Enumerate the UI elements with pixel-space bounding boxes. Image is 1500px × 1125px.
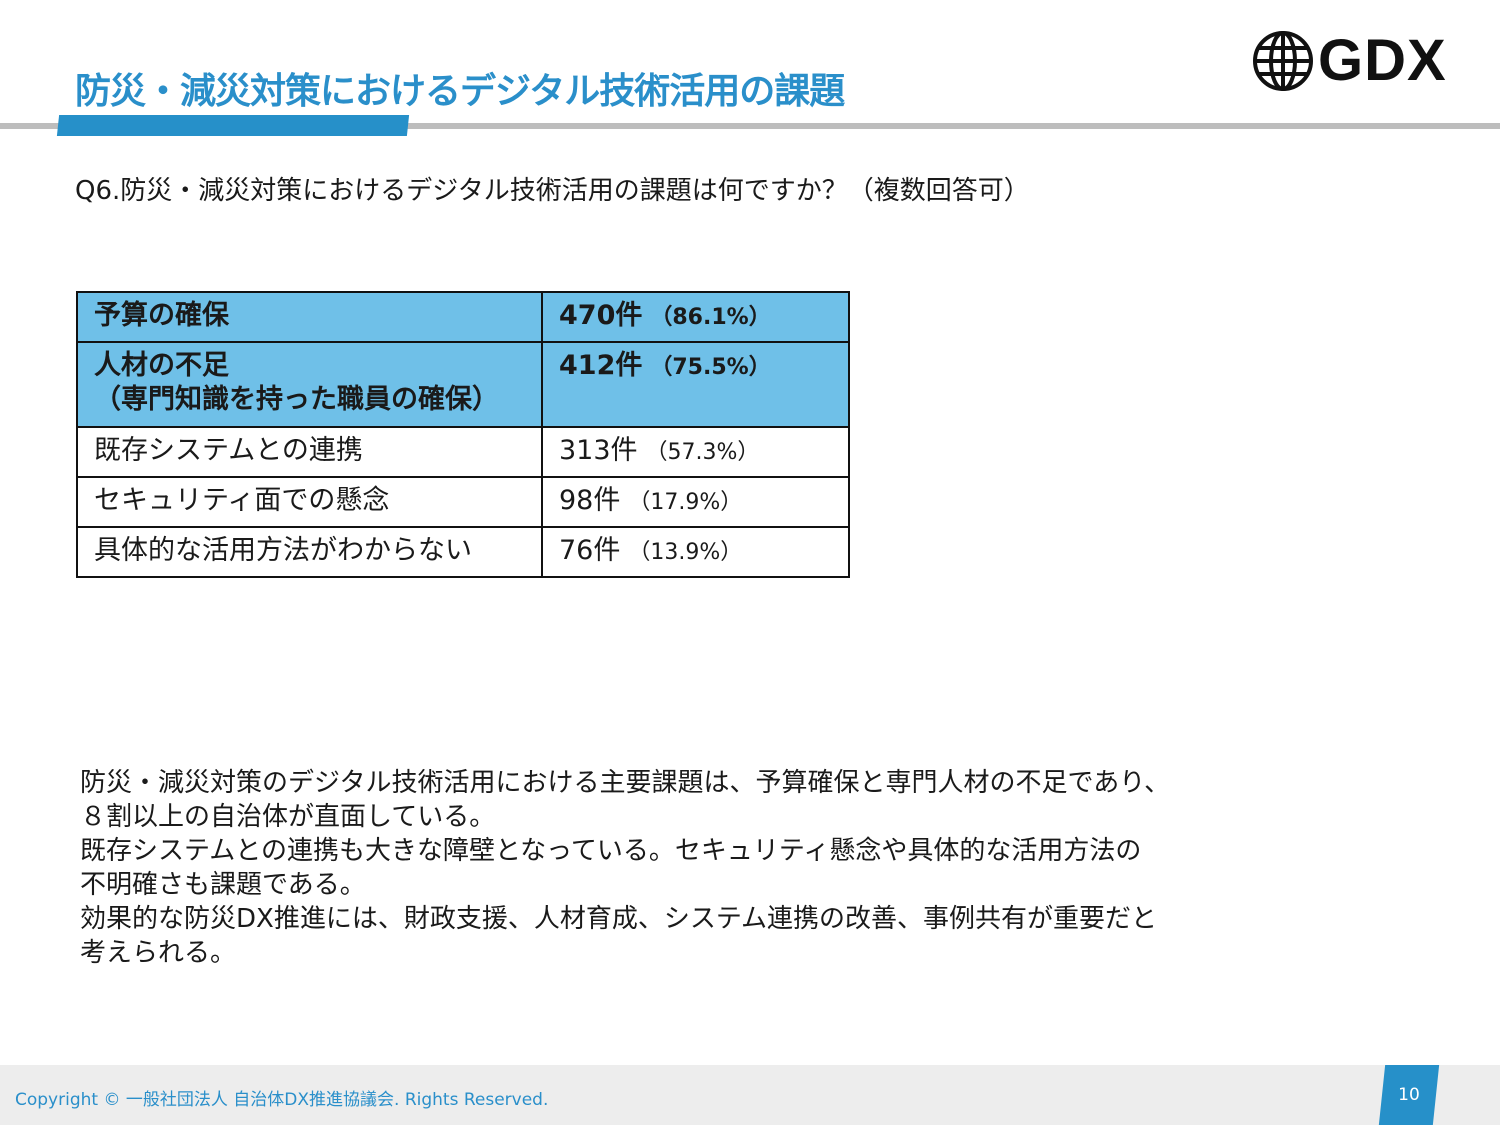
response-count: 76件 [559, 535, 621, 566]
table-row: 具体的な活用方法がわからない 76件 （13.9%） [76, 526, 850, 578]
results-table: 予算の確保 470件 （86.1%） 人材の不足 （専門知識を持った職員の確保） 4… [76, 291, 850, 578]
table-row: 予算の確保 470件 （86.1%） [76, 291, 850, 343]
page-number: 10 [1398, 1085, 1420, 1105]
summary-text: 防災・減災対策のデジタル技術活用における主要課題は、予算確保と専門人材の不足であ… [80, 766, 1170, 970]
response-percent: （13.9%） [628, 540, 743, 565]
table-row: 既存システムとの連携 313件 （57.3%） [76, 426, 850, 478]
response-count: 98件 [559, 485, 621, 516]
survey-question: Q6.防災・減災対策におけるデジタル技術活用の課題は何ですか？（複数回答可） [75, 176, 1030, 206]
challenge-label: 予算の確保 [76, 291, 543, 343]
summary-line: 不明確さも課題である。 [80, 870, 366, 900]
summary-line: 既存システムとの連携も大きな障壁となっている。セキュリティ懸念や具体的な活用方法… [80, 836, 1142, 866]
response-count: 412件 [559, 350, 643, 381]
challenge-label: 既存システムとの連携 [76, 426, 543, 478]
gdx-logo: GDX [1252, 30, 1447, 92]
title-underline [0, 123, 1500, 129]
challenge-label: 具体的な活用方法がわからない [76, 526, 543, 578]
challenge-label: 人材の不足 （専門知識を持った職員の確保） [76, 341, 543, 428]
title-accent-bar [56, 115, 410, 136]
response-percent: （57.3%） [645, 440, 760, 465]
copyright: Copyright © 一般社団法人 自治体DX推進協議会. Rights Re… [15, 1090, 549, 1110]
table-row: セキュリティ面での懸念 98件 （17.9%） [76, 476, 850, 528]
response-count-cell: 313件 （57.3%） [541, 426, 850, 478]
response-percent: （17.9%） [628, 490, 743, 515]
response-count-cell: 98件 （17.9%） [541, 476, 850, 528]
response-count-cell: 412件 （75.5%） [541, 341, 850, 428]
logo-text: GDX [1318, 28, 1447, 93]
response-count-cell: 76件 （13.9%） [541, 526, 850, 578]
summary-line: ８割以上の自治体が直面している。 [80, 802, 496, 832]
footer: Copyright © 一般社団法人 自治体DX推進協議会. Rights Re… [0, 1065, 1500, 1125]
response-percent: （75.5%） [650, 355, 771, 380]
response-percent: （86.1%） [650, 305, 771, 330]
summary-line: 効果的な防災DX推進には、財政支援、人材育成、システム連携の改善、事例共有が重要… [80, 904, 1158, 934]
table-row: 人材の不足 （専門知識を持った職員の確保） 412件 （75.5%） [76, 341, 850, 428]
response-count: 313件 [559, 435, 638, 466]
summary-line: 考えられる。 [80, 938, 237, 968]
summary-line: 防災・減災対策のデジタル技術活用における主要課題は、予算確保と専門人材の不足であ… [80, 768, 1171, 798]
globe-icon [1253, 31, 1313, 91]
page-title: 防災・減災対策におけるデジタル技術活用の課題 [75, 71, 845, 112]
challenge-label: セキュリティ面での懸念 [76, 476, 543, 528]
response-count: 470件 [559, 300, 643, 331]
response-count-cell: 470件 （86.1%） [541, 291, 850, 343]
